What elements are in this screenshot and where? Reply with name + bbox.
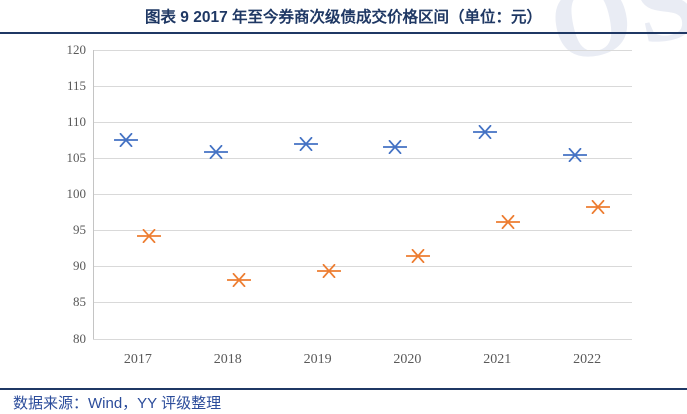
y-axis-tick-label: 80 (73, 330, 86, 346)
y-axis-tick-label: 120 (66, 42, 87, 57)
marker-series-orange-lower-2022 (586, 199, 611, 214)
marker-series-blue-upper-2018 (203, 145, 228, 160)
data-source-label: 数据来源：Wind，YY 评级整理 (13, 395, 222, 412)
y-axis-tick-label: 105 (66, 150, 87, 166)
gridline-y-115 (93, 86, 632, 88)
marker-series-blue-upper-2020 (383, 139, 408, 154)
marker-series-orange-lower-2017 (136, 229, 161, 244)
y-axis-tick-label: 95 (73, 222, 86, 238)
x-axis-tick-label: 2022 (573, 351, 602, 367)
y-axis-tick-label: 90 (73, 258, 86, 274)
y-axis-line (93, 50, 94, 339)
chart-title: 图表 9 2017 年至今券商次级债成交价格区间（单位：元） (144, 9, 543, 26)
gridline-y-80 (93, 338, 632, 340)
marker-series-blue-upper-2022 (563, 148, 588, 163)
marker-series-orange-lower-2018 (226, 273, 251, 288)
x-axis-tick-label: 2018 (213, 351, 242, 367)
marker-series-orange-lower-2020 (406, 248, 431, 263)
x-axis-tick-label: 2019 (303, 351, 332, 367)
y-axis-tick-label: 115 (66, 78, 86, 94)
gridline-y-120 (93, 50, 632, 51)
y-axis-tick-label: 110 (66, 114, 86, 130)
scatter-plot-area: 120 115 110 105 100 95 90 85 80 2017 2018 2019 2020 2… (66, 42, 632, 367)
x-axis-tick-label: 2020 (393, 351, 422, 367)
x-axis-tick-label: 2021 (483, 351, 512, 367)
marker-series-orange-lower-2019 (316, 263, 341, 278)
title-divider-line (0, 32, 687, 34)
gridline-y-110 (93, 122, 632, 124)
marker-series-blue-upper-2017 (113, 133, 138, 148)
y-axis-tick-label: 100 (66, 186, 87, 202)
gridline-y-105 (93, 158, 632, 160)
gridline-y-100 (93, 194, 632, 196)
footer-divider-line (0, 388, 687, 390)
marker-series-blue-upper-2021 (473, 124, 498, 139)
y-axis-tick-label: 85 (73, 294, 86, 310)
gridline-y-95 (93, 230, 632, 232)
marker-series-orange-lower-2021 (496, 215, 521, 230)
gridline-y-85 (93, 302, 632, 304)
x-axis-tick-label: 2017 (123, 351, 152, 367)
marker-series-blue-upper-2019 (293, 137, 318, 152)
gridline-y-90 (93, 266, 632, 268)
